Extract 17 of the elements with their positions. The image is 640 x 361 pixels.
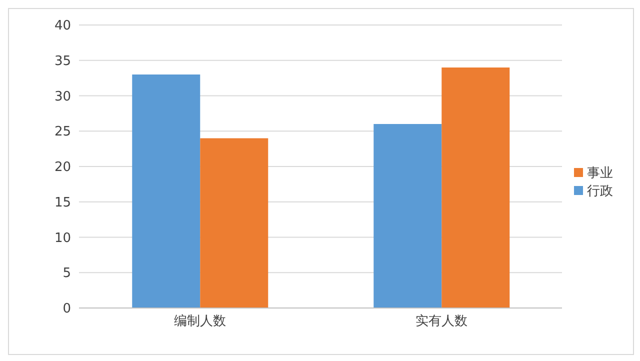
- legend-label: 事业: [587, 166, 613, 180]
- y-tick-label: 35: [54, 54, 71, 69]
- x-tick-label: 实有人数: [415, 314, 468, 330]
- y-tick-label: 30: [54, 89, 71, 104]
- y-tick-label: 5: [62, 266, 71, 282]
- x-tick-label: 编制人数: [174, 314, 226, 330]
- y-tick-label: 25: [54, 124, 71, 140]
- y-tick-label: 20: [54, 160, 71, 176]
- y-tick-label: 15: [54, 195, 71, 210]
- y-tick-label: 10: [54, 230, 71, 246]
- bar: [132, 74, 200, 308]
- bar: [374, 124, 442, 308]
- legend-label: 行政: [587, 184, 613, 198]
- y-tick-label: 40: [54, 18, 71, 34]
- bar: [442, 67, 510, 308]
- bar: [200, 138, 268, 308]
- y-tick-label: 0: [62, 302, 71, 317]
